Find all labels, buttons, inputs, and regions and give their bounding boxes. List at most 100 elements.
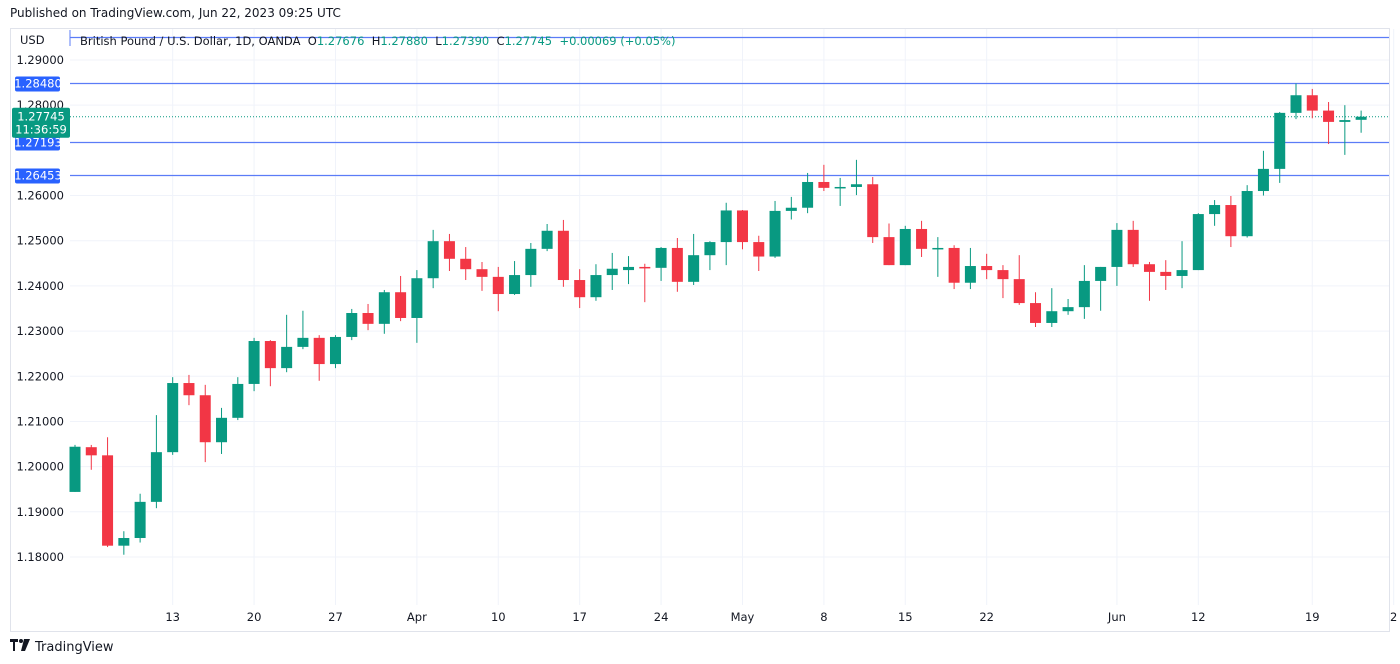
price-line-tag bbox=[15, 76, 60, 92]
candle-bullish bbox=[150, 415, 162, 509]
candle-bearish bbox=[102, 437, 114, 548]
candle-body bbox=[150, 452, 162, 502]
candle-body bbox=[1306, 95, 1318, 111]
candle-bullish bbox=[1176, 241, 1188, 289]
candle-bullish bbox=[297, 310, 309, 350]
candle-bullish bbox=[427, 229, 439, 289]
candle-body bbox=[297, 337, 309, 347]
candle-bearish bbox=[1030, 292, 1042, 328]
price-tick-label: 1.21000 bbox=[16, 414, 64, 428]
candle-bullish bbox=[1095, 266, 1107, 311]
candle-body bbox=[1078, 280, 1090, 308]
candle-body bbox=[509, 275, 521, 295]
candle-body bbox=[492, 276, 504, 295]
candle-bullish bbox=[1257, 150, 1269, 196]
candle-bullish bbox=[899, 225, 911, 266]
bar-countdown-label: 11:36:59 bbox=[15, 123, 67, 137]
candle-bullish bbox=[1078, 265, 1090, 319]
candle-body bbox=[606, 268, 618, 276]
candle-bullish bbox=[134, 493, 146, 543]
candle-body bbox=[802, 181, 814, 208]
candle-bullish bbox=[1274, 111, 1286, 183]
date-tick-label: 12 bbox=[1191, 610, 1206, 624]
date-tick-label: Apr bbox=[407, 610, 427, 624]
high-value: 1.27880 bbox=[380, 34, 428, 48]
candle-body bbox=[1225, 205, 1237, 237]
candle-body bbox=[867, 184, 879, 238]
candle-body bbox=[818, 181, 830, 188]
candle-body bbox=[362, 313, 374, 324]
candle-bearish bbox=[916, 220, 928, 257]
candle-body bbox=[964, 266, 976, 283]
candle-bullish bbox=[541, 224, 553, 252]
candle-body bbox=[411, 278, 423, 318]
brand-name: TradingView bbox=[35, 639, 114, 655]
candle-body bbox=[1323, 110, 1335, 122]
candle-body bbox=[704, 242, 716, 256]
low-value: 1.27390 bbox=[441, 34, 490, 48]
candle-body bbox=[346, 313, 358, 337]
footer-brand[interactable]: TradingView bbox=[10, 639, 114, 655]
last-price-label: 1.27745 bbox=[17, 110, 65, 124]
candle-body bbox=[736, 210, 748, 243]
price-line-tag-label: 1.28480 bbox=[14, 77, 62, 91]
chart-frame[interactable] bbox=[10, 28, 1390, 632]
candle-body bbox=[769, 210, 781, 257]
candle-body bbox=[932, 247, 944, 250]
candle-bearish bbox=[1143, 261, 1155, 301]
price-line-tag bbox=[15, 135, 60, 151]
price-axis: 1.290001.280001.260001.250001.240001.230… bbox=[16, 53, 64, 564]
candle-body bbox=[590, 275, 602, 298]
candle-bullish bbox=[704, 241, 716, 271]
candle-bearish bbox=[443, 233, 455, 271]
currency-label: USD bbox=[20, 33, 45, 47]
candle-bearish bbox=[1323, 102, 1335, 145]
date-tick-label: Jun bbox=[1107, 610, 1126, 624]
candle-bullish bbox=[232, 377, 244, 421]
symbol-title[interactable]: British Pound / U.S. Dollar, 1D, OANDA bbox=[80, 34, 301, 48]
price-tick-label: 1.20000 bbox=[16, 460, 64, 474]
price-tick-label: 1.24000 bbox=[16, 279, 64, 293]
date-tick-label: 2 bbox=[1390, 610, 1397, 624]
candle-bullish bbox=[834, 177, 846, 206]
candle-bearish bbox=[867, 177, 879, 243]
candle-bearish bbox=[671, 238, 683, 292]
candle-body bbox=[199, 395, 211, 443]
candle-bearish bbox=[199, 384, 211, 463]
price-tick-label: 1.18000 bbox=[16, 550, 64, 564]
candle-body bbox=[655, 247, 667, 268]
candle-bullish bbox=[802, 172, 814, 214]
candle-bullish bbox=[1111, 223, 1123, 286]
candle-bearish bbox=[395, 275, 407, 322]
candle-body bbox=[981, 266, 993, 271]
candle-body bbox=[557, 230, 569, 281]
candle-bearish bbox=[997, 265, 1009, 299]
candle-body bbox=[378, 292, 390, 324]
candle-bullish bbox=[329, 335, 341, 369]
candle-bullish bbox=[785, 196, 797, 220]
candle-bearish bbox=[183, 374, 195, 406]
candle-body bbox=[525, 248, 537, 276]
date-tick-label: 19 bbox=[1305, 610, 1320, 624]
candle-bearish bbox=[1160, 260, 1172, 290]
low-label: L bbox=[435, 34, 442, 48]
tradingview-logo-icon bbox=[10, 639, 30, 655]
candle-bearish bbox=[1225, 195, 1237, 248]
candle-bullish bbox=[590, 264, 602, 301]
candle-bullish bbox=[378, 289, 390, 334]
candle-bearish bbox=[1013, 255, 1025, 305]
candle-body bbox=[1176, 270, 1188, 276]
candle-body bbox=[574, 280, 586, 298]
price-line-tag bbox=[15, 168, 60, 184]
candle-bearish bbox=[492, 266, 504, 312]
date-tick-label: 24 bbox=[654, 610, 669, 624]
candle-body bbox=[1127, 229, 1139, 265]
candle-bullish bbox=[346, 308, 358, 341]
candle-bullish bbox=[1290, 83, 1302, 120]
time-axis: 13 20 27 Apr 10 17 24 May 8 15 22 Jun 12 19 2 bbox=[165, 610, 1397, 624]
price-tick-label: 1.29000 bbox=[16, 53, 64, 67]
high-label: H bbox=[371, 34, 381, 48]
candle-body bbox=[1013, 279, 1025, 304]
